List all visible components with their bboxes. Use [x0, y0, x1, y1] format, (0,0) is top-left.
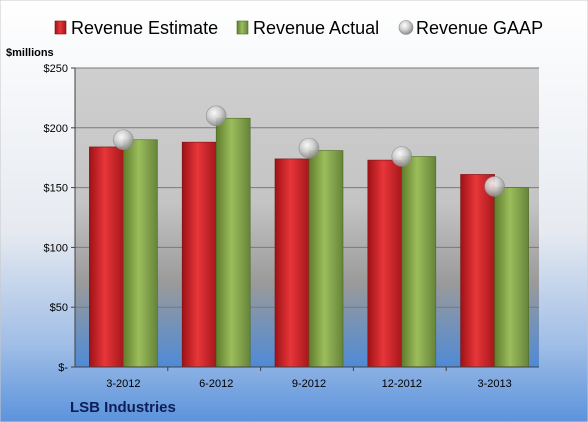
y-tick-label: $50 — [50, 302, 68, 314]
y-tick-label: $200 — [44, 123, 68, 135]
axes: $- $50 $100 $150 $200 $250 3-2012 6-2012 9-2012 1… — [44, 63, 539, 390]
legend-label: Revenue Actual — [253, 18, 379, 38]
marker-revenue-gaap — [113, 129, 134, 151]
marker-revenue-gaap — [484, 176, 505, 197]
bar-revenue-actual — [123, 139, 158, 368]
gaap-markers — [113, 105, 505, 197]
x-tick-label: 12-2012 — [382, 378, 422, 390]
y-axis-unit-label: $millions — [6, 47, 54, 59]
x-tick-label: 3-2013 — [477, 378, 511, 390]
bar-revenue-actual — [401, 156, 437, 368]
legend-label: Revenue GAAP — [416, 18, 543, 38]
bar-revenue-estimate — [181, 141, 217, 368]
bar-revenue-estimate — [274, 158, 310, 368]
bars — [89, 117, 529, 368]
y-tick-label: $100 — [44, 242, 68, 254]
bar-revenue-actual — [308, 150, 344, 368]
y-tick-label: $250 — [44, 63, 68, 75]
y-tick-label: $- — [58, 362, 68, 374]
legend-label: Revenue Estimate — [71, 18, 218, 38]
bar-revenue-estimate — [89, 146, 124, 368]
bar-revenue-estimate — [367, 159, 403, 368]
marker-revenue-gaap — [205, 105, 227, 127]
x-tick-label: 3-2012 — [106, 378, 140, 390]
legend-swatch-revenue-estimate — [54, 20, 67, 35]
legend: Revenue Estimate Revenue Actual Revenue GA… — [54, 18, 543, 38]
legend-swatch-revenue-actual — [236, 20, 249, 35]
y-tick-label: $150 — [44, 183, 68, 195]
bar-revenue-actual — [215, 117, 251, 368]
company-label: LSB Industries — [70, 399, 176, 416]
x-tick-label: 9-2012 — [292, 378, 326, 390]
bar-revenue-actual — [494, 187, 529, 368]
bar-revenue-estimate — [460, 174, 495, 368]
marker-revenue-gaap — [391, 146, 413, 167]
marker-revenue-gaap — [298, 137, 320, 159]
legend-swatch-revenue-gaap — [398, 20, 414, 35]
x-tick-label: 6-2012 — [199, 378, 233, 390]
